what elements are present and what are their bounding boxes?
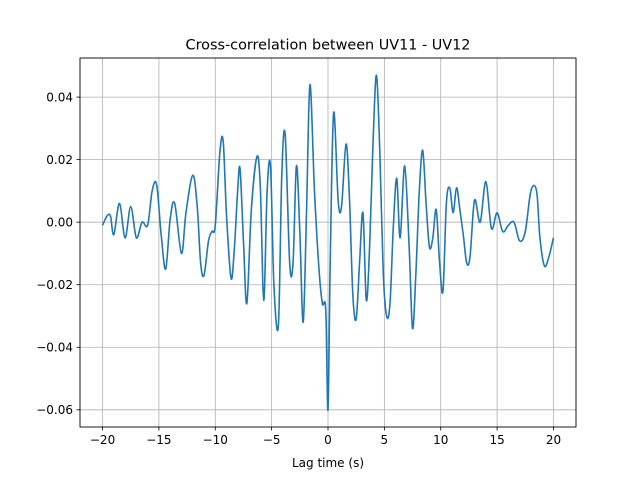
y-tick-label: 0.02: [46, 153, 73, 167]
y-tick-label: −0.06: [36, 403, 73, 417]
x-tick-label: −5: [263, 433, 281, 447]
series-layer: [101, 74, 555, 411]
x-tick-label: −20: [90, 433, 115, 447]
chart-title: Cross-correlation between UV11 - UV12: [186, 38, 471, 54]
x-tick-label: 5: [381, 433, 389, 447]
x-tick-label: 15: [489, 433, 504, 447]
x-tick-label: 10: [433, 433, 448, 447]
tick-layer: −20 −15 −10 −5 0 5 10 15 20 −0.06 −0.04 −0.02 0.00 0.…: [36, 90, 561, 447]
series-line: [101, 74, 555, 411]
x-tick-label: −15: [146, 433, 171, 447]
x-tick-label: −10: [203, 433, 228, 447]
x-tick-label: 0: [324, 433, 332, 447]
y-tick-label: −0.04: [36, 340, 73, 354]
y-tick-label: 0.04: [46, 90, 73, 104]
x-axis-label: Lag time (s): [292, 456, 364, 470]
y-tick-label: 0.00: [46, 215, 73, 229]
grid-layer: [80, 58, 576, 427]
y-tick-label: −0.02: [36, 278, 73, 292]
x-tick-label: 20: [546, 433, 561, 447]
plot-area-frame: [79, 57, 577, 428]
